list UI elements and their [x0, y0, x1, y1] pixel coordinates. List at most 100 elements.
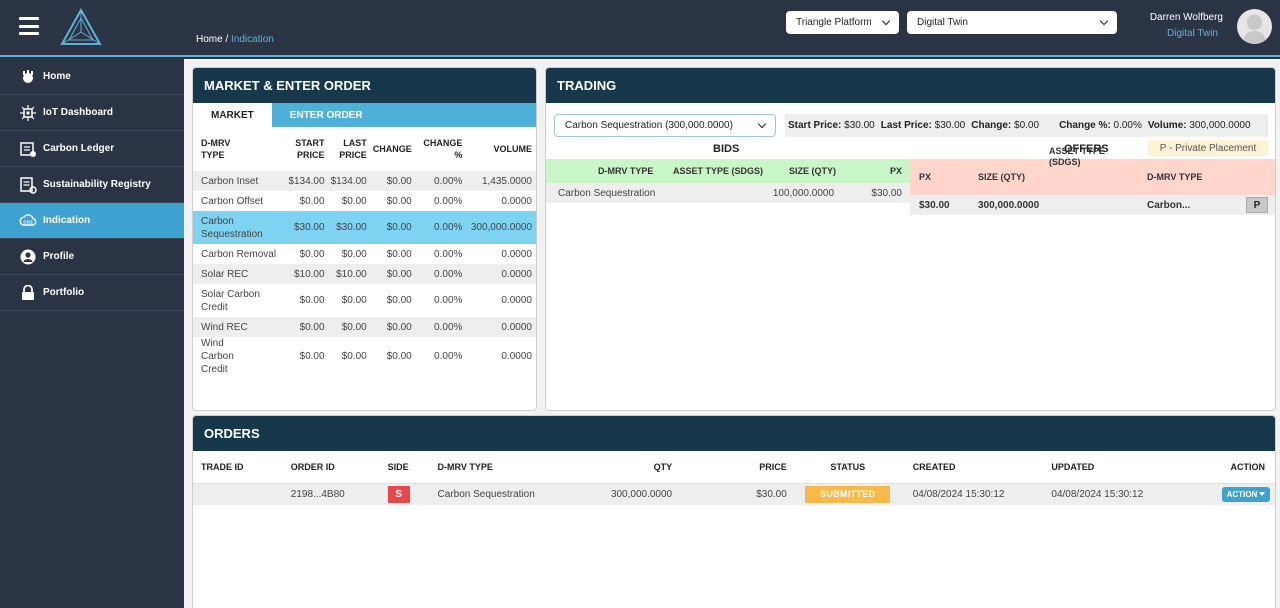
- column-header-price[interactable]: PRICE: [759, 461, 787, 472]
- sidebar-item-home[interactable]: Home: [0, 59, 184, 95]
- sidebar-item-sustainability-registry[interactable]: Sustainability Registry: [0, 167, 184, 203]
- bid-size: 100,000.0000: [772, 187, 834, 199]
- cell-volume: 0.0000: [501, 351, 532, 362]
- offers-col-asset[interactable]: ASSET TYPE (SDGS): [1049, 146, 1106, 167]
- table-row[interactable]: Carbon Inset $134.00 $134.00 $0.00 0.00%…: [193, 171, 536, 191]
- column-header-change-pct[interactable]: CHANGE%: [423, 138, 463, 160]
- column-header-type[interactable]: D-MRV TYPE: [437, 461, 493, 472]
- column-header-action[interactable]: ACTION: [1230, 461, 1266, 472]
- bids-col-px[interactable]: PX: [889, 166, 902, 176]
- cell-change: $0.00: [386, 351, 412, 362]
- chevron-down-icon: [757, 119, 767, 129]
- bids-col-asset[interactable]: ASSET TYPE (SDGS): [673, 166, 764, 176]
- column-header-change[interactable]: CHANGE: [372, 144, 412, 154]
- table-row[interactable]: Wind REC $0.00 $0.00 $0.00 0.00% 0.0000: [193, 317, 536, 337]
- orders-panel: ORDERS TRADE ID ORDER ID SIDE D-MRV TYPE…: [192, 415, 1276, 608]
- market-panel: MARKET & ENTER ORDER MARKET ENTER ORDER …: [192, 67, 537, 411]
- column-header-volume[interactable]: VOLUME: [493, 144, 532, 154]
- main-content: MARKET & ENTER ORDER MARKET ENTER ORDER …: [184, 59, 1280, 608]
- menu-icon[interactable]: [19, 17, 39, 35]
- bids-col-type[interactable]: D-MRV TYPE: [598, 166, 654, 176]
- last-price-value: $30.00: [934, 120, 966, 131]
- user-icon: [19, 248, 37, 266]
- column-header-qty[interactable]: QTY: [653, 461, 673, 472]
- offers-col-type[interactable]: D-MRV TYPE: [1147, 171, 1203, 182]
- cell-change: $0.00: [369, 211, 415, 244]
- table-row[interactable]: 2198...4B80 S Carbon Sequestration 300,0…: [193, 482, 1275, 505]
- platform-select[interactable]: Triangle Platform: [786, 11, 899, 34]
- sidebar-item-profile[interactable]: Profile: [0, 239, 184, 275]
- private-placement-legend: P - Private Placement: [1148, 140, 1268, 156]
- table-row[interactable]: Wind Carbon Credit $0.00 $0.00 $0.00 0.0…: [193, 337, 536, 376]
- platform-select-value: Triangle Platform: [796, 17, 872, 28]
- market-panel-title: MARKET & ENTER ORDER: [193, 68, 536, 103]
- column-header-order-id[interactable]: ORDER ID: [290, 461, 335, 472]
- sidebar: Home IoT Dashboard Carbon Ledger Sustain…: [0, 59, 184, 608]
- sidebar-item-portfolio[interactable]: Portfolio: [0, 275, 184, 311]
- table-row[interactable]: $30.00 300,000.0000 Carbon... P: [910, 195, 1275, 215]
- cell-side: S: [387, 482, 438, 505]
- registry-icon: [19, 176, 37, 194]
- table-row[interactable]: Solar REC $10.00 $10.00 $0.00 0.00% 0.00…: [193, 264, 536, 284]
- offer-size: 300,000.0000: [978, 199, 1040, 211]
- sidebar-item-indication[interactable]: CO2 Indication: [0, 203, 184, 239]
- cell-type: Solar Carbon Credit: [201, 288, 260, 313]
- volume-label: Volume:: [1147, 120, 1187, 131]
- side-badge: S: [387, 485, 410, 503]
- asset-select[interactable]: Carbon Sequestration (300,000.0000): [554, 114, 776, 137]
- change-value: $0.00: [1014, 120, 1040, 131]
- cell-start: $0.00: [299, 195, 325, 207]
- iot-icon: [19, 104, 37, 122]
- sidebar-item-carbon-ledger[interactable]: Carbon Ledger: [0, 131, 184, 167]
- change-pct-label: Change %:: [1059, 120, 1111, 131]
- bid-px: $30.00: [871, 187, 902, 199]
- cell-change: $0.00: [386, 248, 412, 260]
- action-dropdown-button[interactable]: ACTION: [1222, 486, 1270, 502]
- user-role: Digital Twin: [1167, 28, 1218, 39]
- offers-col-size[interactable]: SIZE (QTY): [978, 171, 1025, 182]
- cell-price: $30.00: [672, 482, 792, 505]
- table-row[interactable]: Carbon Removal $0.00 $0.00 $0.00 0.00% 0…: [193, 244, 536, 264]
- column-header-last-price[interactable]: LAST PRICE: [339, 138, 367, 160]
- table-row[interactable]: Solar Carbon Credit $0.00 $0.00 $0.00 0.…: [193, 284, 536, 317]
- cell-type: Solar REC: [193, 264, 286, 284]
- chevron-down-icon: [881, 16, 891, 26]
- sidebar-item-iot-dashboard[interactable]: IoT Dashboard: [0, 95, 184, 131]
- avatar[interactable]: [1237, 9, 1272, 44]
- table-row[interactable]: Carbon Offset $0.00 $0.00 $0.00 0.00% 0.…: [193, 191, 536, 211]
- cell-type: Wind Carbon Credit: [201, 338, 234, 375]
- cell-volume: 0.0000: [501, 295, 532, 306]
- cell-type: Carbon Offset: [201, 195, 264, 207]
- mode-select[interactable]: Digital Twin: [907, 11, 1117, 34]
- table-row-selected[interactable]: Carbon Sequestration $30.00 $30.00 $0.00…: [193, 211, 536, 244]
- cell-volume: 1,435.0000: [465, 171, 536, 191]
- private-placement-badge[interactable]: P: [1246, 197, 1268, 213]
- cell-last: $10.00: [327, 264, 370, 284]
- column-header-trade-id[interactable]: TRADE ID: [201, 461, 244, 472]
- cell-last: $0.00: [341, 295, 367, 306]
- column-header-updated[interactable]: UPDATED: [1051, 461, 1095, 472]
- offers-col-px[interactable]: PX: [919, 171, 932, 182]
- asset-select-value: Carbon Sequestration (300,000.0000): [565, 120, 733, 131]
- column-header-side[interactable]: SIDE: [387, 461, 409, 472]
- column-header-start-price[interactable]: START PRICE: [295, 138, 325, 160]
- orders-panel-title: ORDERS: [193, 416, 1275, 451]
- breadcrumb-home[interactable]: Home: [196, 34, 223, 45]
- volume-value: 300,000.0000: [1189, 120, 1251, 131]
- sidebar-item-label: Carbon Ledger: [43, 143, 115, 154]
- column-header-created[interactable]: CREATED: [912, 461, 956, 472]
- column-header-type[interactable]: D-MRV TYPE: [201, 138, 231, 160]
- bids-col-size[interactable]: SIZE (QTY): [789, 166, 836, 176]
- tab-enter-order[interactable]: ENTER ORDER: [289, 109, 363, 121]
- column-header-status[interactable]: STATUS: [830, 461, 866, 472]
- cell-pct: 0.00%: [414, 317, 466, 337]
- cell-start: $0.00: [299, 351, 325, 362]
- cell-type: Wind REC: [193, 317, 286, 337]
- table-row[interactable]: Carbon Sequestration 100,000.0000 $30.00: [546, 183, 910, 203]
- triangle-logo-icon[interactable]: [60, 8, 102, 46]
- cell-change: $0.00: [369, 171, 415, 191]
- cell-pct: 0.00%: [414, 211, 466, 244]
- tab-market[interactable]: MARKET: [193, 103, 272, 127]
- sidebar-item-label: Portfolio: [43, 287, 85, 298]
- cell-updated: 04/08/2024 15:30:12: [1042, 482, 1182, 505]
